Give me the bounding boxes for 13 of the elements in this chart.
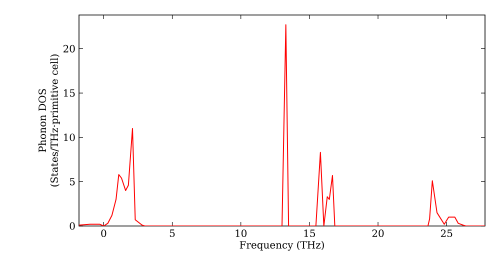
y-tick-label: 20: [63, 44, 75, 52]
x-tick-label: 10: [236, 230, 247, 238]
x-tick-label: 15: [304, 230, 316, 238]
y-tick-label: 0: [70, 222, 75, 230]
x-tick-label: 0: [101, 230, 106, 238]
x-tick-label: 25: [440, 230, 452, 238]
y-axis-title: Phonon DOS (States/THz·primitive cell): [38, 54, 60, 186]
x-tick-label: 20: [372, 230, 384, 238]
y-tick-label: 5: [70, 178, 75, 186]
x-tick-label: 5: [170, 230, 175, 237]
y-tick-label: 10: [64, 134, 75, 142]
y-tick-label: 15: [64, 89, 75, 97]
x-axis-title: Frequency (THz): [240, 240, 324, 251]
